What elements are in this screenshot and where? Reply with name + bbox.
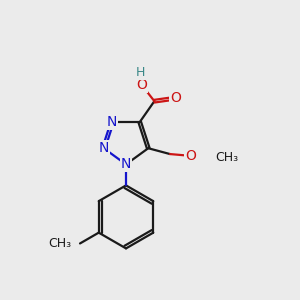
Text: CH₃: CH₃ [49,237,72,250]
Text: N: N [121,158,131,171]
Text: N: N [99,141,109,155]
Text: O: O [136,78,147,92]
Text: O: O [185,149,196,163]
Text: CH₃: CH₃ [215,151,238,164]
Text: O: O [170,91,181,105]
Text: N: N [107,115,117,129]
Text: H: H [136,66,146,79]
